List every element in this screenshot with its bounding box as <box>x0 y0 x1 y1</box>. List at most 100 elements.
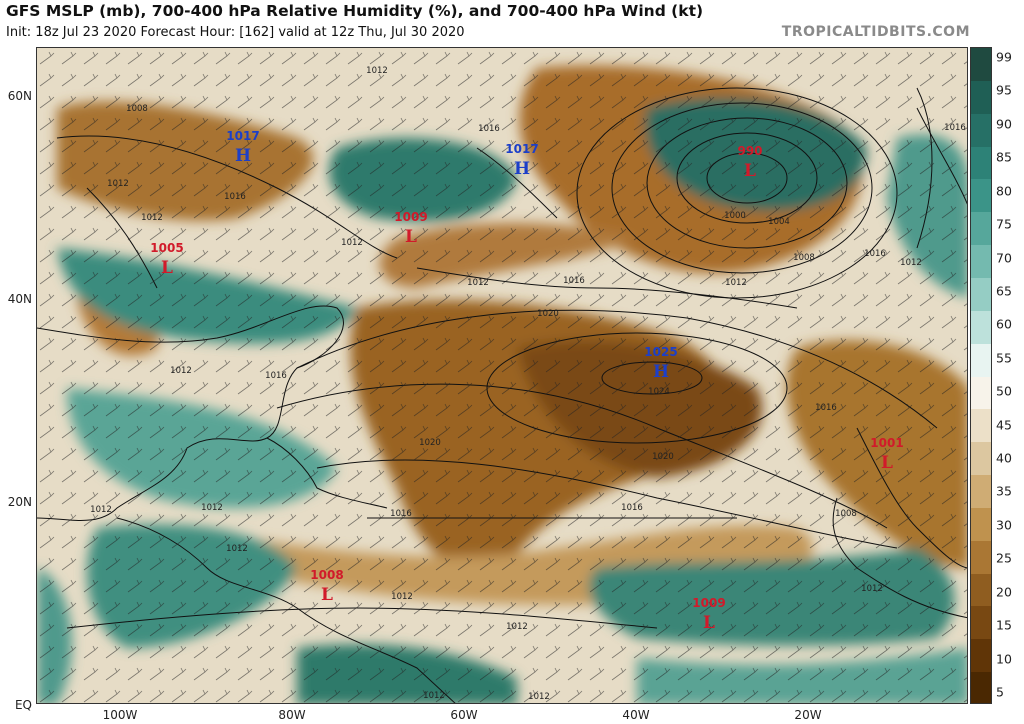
lon-label-60w: 60W <box>450 708 478 722</box>
colorbar-swatch <box>971 113 991 148</box>
isobar-label: 1012 <box>90 505 112 515</box>
lat-label-20n: 20N <box>7 495 32 509</box>
pressure-center-value: 1001 <box>870 436 904 450</box>
colorbar-label: 85 <box>996 149 1012 165</box>
isobar-label: 1000 <box>724 211 746 221</box>
colorbar-swatch <box>971 606 991 641</box>
pressure-center-value: 1025 <box>644 345 678 359</box>
colorbar-swatch <box>971 245 991 279</box>
isobar-label: 1016 <box>478 124 500 134</box>
high-pressure-symbol: H <box>234 146 252 166</box>
high-pressure-symbol: H <box>513 159 531 179</box>
colorbar-swatch <box>971 376 991 411</box>
colorbar-label: 45 <box>996 417 1012 433</box>
lon-label-20w: 20W <box>794 708 822 722</box>
colorbar-swatch <box>971 672 991 703</box>
isobar-label: 1020 <box>419 438 441 448</box>
low-pressure-symbol: L <box>703 613 715 633</box>
colorbar-swatch <box>971 80 991 115</box>
isobar-label: 1020 <box>537 309 559 319</box>
weather-map <box>36 47 968 704</box>
isobar-label: 1012 <box>467 278 489 288</box>
colorbar-label: 60 <box>996 316 1012 332</box>
colorbar-label: 50 <box>996 383 1012 399</box>
pressure-center-value: 1009 <box>394 210 428 224</box>
isobar-label: 1012 <box>506 622 528 632</box>
isobar-label: 1012 <box>107 179 129 189</box>
colorbar-label: 55 <box>996 350 1012 366</box>
isobar-label: 1016 <box>621 503 643 513</box>
colorbar-label: 70 <box>996 250 1012 266</box>
isobar-label: 1020 <box>652 452 674 462</box>
chart-title: GFS MSLP (mb), 700-400 hPa Relative Humi… <box>6 2 704 20</box>
pressure-center-value: 1005 <box>150 241 184 255</box>
pressure-center-value: 1008 <box>310 568 344 582</box>
colorbar-label: 10 <box>996 651 1012 667</box>
low-pressure-symbol: L <box>881 453 893 473</box>
isobar-label: 1012 <box>391 592 413 602</box>
colorbar-label: 25 <box>996 550 1012 566</box>
colorbar-label: 75 <box>996 216 1012 232</box>
colorbar-swatch <box>971 475 991 509</box>
isobar-label: 1016 <box>864 249 886 259</box>
isobar-label: 1016 <box>390 509 412 519</box>
isobar-label: 1012 <box>528 692 550 702</box>
pressure-center-value: 1009 <box>692 596 726 610</box>
colorbar-swatch <box>971 507 991 542</box>
isobar-label: 1012 <box>226 544 248 554</box>
colorbar-swatch <box>971 540 991 575</box>
isobar-label: 1012 <box>201 503 223 513</box>
humidity-colorbar <box>970 47 992 704</box>
low-pressure-symbol: L <box>405 227 417 247</box>
colorbar-label: 35 <box>996 483 1012 499</box>
lon-label-40w: 40W <box>622 708 650 722</box>
high-pressure-symbol: H <box>652 362 670 382</box>
pressure-center-value: 1017 <box>226 129 260 143</box>
isobar-label: 1012 <box>900 258 922 268</box>
isobar-label: 1012 <box>725 278 747 288</box>
lat-label-eq: EQ <box>14 698 32 712</box>
colorbar-swatch <box>971 146 991 181</box>
isobar-label: 1016 <box>563 276 585 286</box>
colorbar-swatch <box>971 212 991 247</box>
lon-label-100w: 100W <box>102 708 138 722</box>
isobar-label: 1012 <box>341 238 363 248</box>
colorbar-swatch <box>971 48 991 82</box>
wind-barbs <box>37 48 967 703</box>
colorbar-swatch <box>971 409 991 444</box>
isobar-label: 1012 <box>141 213 163 223</box>
isobar-label: 1012 <box>170 366 192 376</box>
isobar-label: 1016 <box>224 192 246 202</box>
colorbar-label: 95 <box>996 82 1012 98</box>
map-canvas <box>37 48 967 703</box>
colorbar-swatch <box>971 179 991 214</box>
colorbar-label: 80 <box>996 183 1012 199</box>
isobar-label: 1012 <box>861 584 883 594</box>
isobar-label: 1012 <box>366 66 388 76</box>
brand-watermark[interactable]: TROPICALTIDBITS.COM <box>781 24 970 40</box>
colorbar-label: 99 <box>996 49 1012 65</box>
isobar-label: 1008 <box>126 104 148 114</box>
colorbar-label: 15 <box>996 617 1012 633</box>
colorbar-label: 90 <box>996 116 1012 132</box>
colorbar-swatch <box>971 573 991 608</box>
low-pressure-symbol: L <box>321 585 333 605</box>
low-pressure-symbol: L <box>161 258 173 278</box>
colorbar-swatch <box>971 277 991 312</box>
colorbar-swatch <box>971 639 991 674</box>
low-pressure-symbol: L <box>744 161 756 181</box>
colorbar-label: 5 <box>996 684 1004 700</box>
lat-label-40n: 40N <box>7 292 32 306</box>
colorbar-label: 20 <box>996 584 1012 600</box>
lat-label-60n: 60N <box>7 89 32 103</box>
colorbar-label: 65 <box>996 283 1012 299</box>
isobar-label: 1012 <box>423 691 445 701</box>
isobar-label: 1024 <box>648 387 670 397</box>
lon-label-80w: 80W <box>278 708 306 722</box>
colorbar-label: 40 <box>996 450 1012 466</box>
isobar-label: 1004 <box>768 217 790 227</box>
chart-subtitle: Init: 18z Jul 23 2020 Forecast Hour: [16… <box>6 25 465 40</box>
isobar-label: 1016 <box>944 123 966 133</box>
isobar-label: 1016 <box>265 371 287 381</box>
colorbar-swatch <box>971 343 991 378</box>
